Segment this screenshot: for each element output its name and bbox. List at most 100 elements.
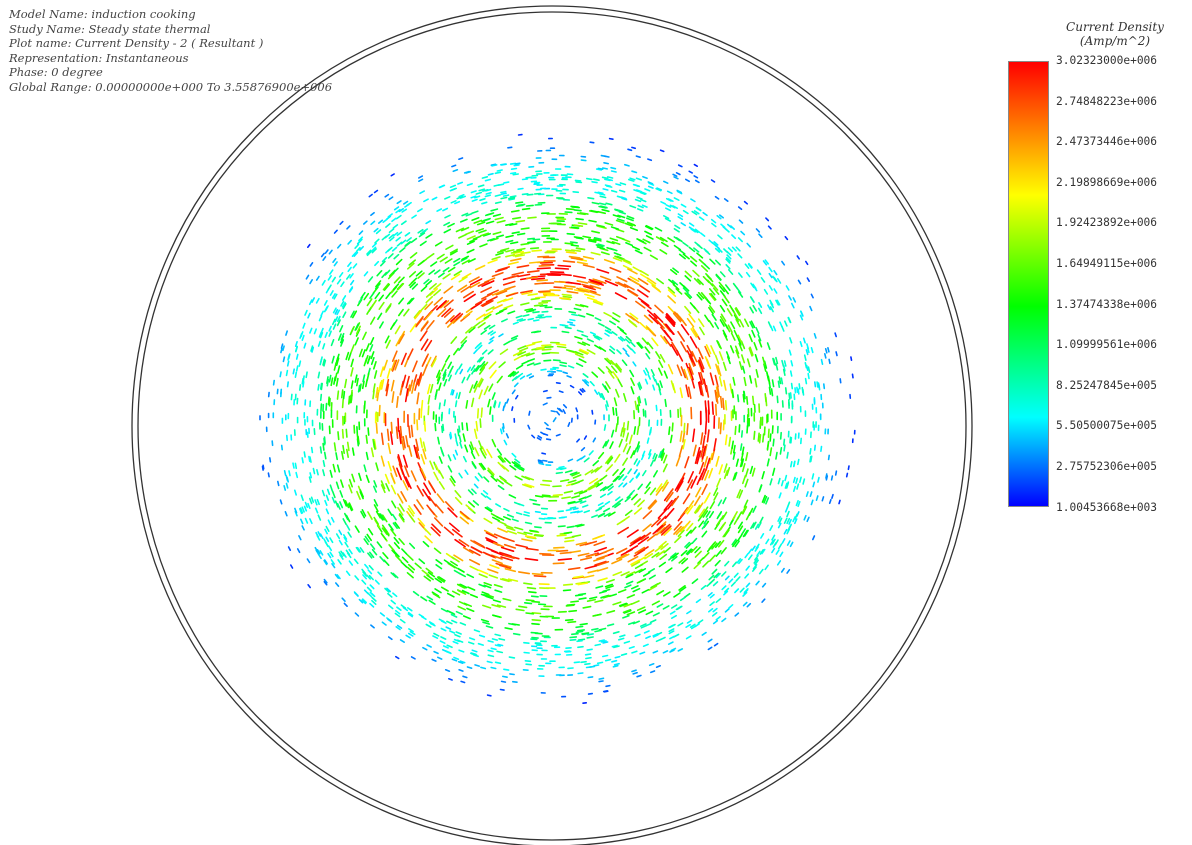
vector-arrow xyxy=(576,212,587,216)
vector-arrow xyxy=(744,573,750,579)
vector-arrow xyxy=(566,232,575,236)
vector-arrow xyxy=(377,571,383,577)
vector-arrow xyxy=(521,291,533,296)
vector-arrow xyxy=(693,495,701,507)
vector-arrow xyxy=(758,301,763,309)
vector-arrow xyxy=(584,564,598,570)
vector-arrow xyxy=(379,612,386,617)
vector-arrow xyxy=(374,260,380,267)
vector-arrow xyxy=(624,338,631,344)
study-name-line: Study Name: Steady state thermal xyxy=(9,21,211,36)
vector-arrow xyxy=(377,219,384,224)
vector-arrow xyxy=(776,560,782,566)
vector-arrow xyxy=(755,326,760,335)
vector-arrow xyxy=(355,377,359,387)
vector-arrow xyxy=(525,352,535,357)
vector-arrow xyxy=(754,554,759,561)
vector-arrow xyxy=(711,401,715,416)
vector-arrow xyxy=(572,575,584,579)
vector-arrow xyxy=(531,622,540,626)
vector-arrow xyxy=(555,433,561,437)
vector-arrow xyxy=(393,253,400,260)
vector-arrow xyxy=(496,516,505,521)
vector-arrow xyxy=(710,179,716,183)
vector-arrow xyxy=(458,194,465,198)
vector-arrow xyxy=(472,500,480,506)
vector-arrow xyxy=(584,662,591,666)
vector-arrow xyxy=(286,476,290,483)
vector-arrow xyxy=(525,176,533,179)
vector-arrow xyxy=(677,622,684,627)
vector-arrow xyxy=(613,645,620,649)
vector-arrow xyxy=(585,553,598,558)
vector-arrow xyxy=(399,618,406,624)
vector-arrow xyxy=(367,427,370,436)
vector-arrow xyxy=(462,290,475,299)
vector-arrow xyxy=(786,517,791,525)
vector-arrow xyxy=(516,318,524,322)
vector-arrow xyxy=(301,334,305,342)
vector-arrow xyxy=(821,496,825,502)
vector-arrow xyxy=(780,479,784,487)
vector-arrow xyxy=(492,304,503,310)
vector-arrow xyxy=(394,554,402,563)
vector-arrow xyxy=(711,542,718,550)
vector-arrow xyxy=(591,627,599,631)
vector-arrow xyxy=(625,312,636,321)
vector-arrow xyxy=(528,375,535,379)
vector-arrow xyxy=(673,176,679,180)
vector-arrow xyxy=(577,314,586,318)
vector-arrow xyxy=(514,526,524,531)
vector-arrow xyxy=(717,499,723,507)
vector-arrow xyxy=(461,422,464,431)
vector-arrow xyxy=(779,431,783,440)
vector-arrow xyxy=(756,550,761,557)
vector-arrow xyxy=(285,330,289,336)
vector-arrow xyxy=(344,499,350,509)
legend-tick-label: 3.02323000e+006 xyxy=(1056,54,1158,67)
vector-arrow xyxy=(284,510,288,517)
vector-arrow xyxy=(504,567,517,573)
vector-arrow xyxy=(303,505,308,512)
vector-arrow xyxy=(732,451,736,460)
vector-arrow xyxy=(737,334,743,344)
vector-arrow xyxy=(392,224,399,229)
vector-arrow xyxy=(570,632,579,636)
vector-arrow xyxy=(371,596,377,602)
vector-arrow xyxy=(294,345,299,353)
vector-arrow xyxy=(470,195,477,199)
vector-arrow xyxy=(500,680,507,683)
vector-arrow xyxy=(470,652,478,657)
vector-arrow xyxy=(408,542,416,550)
vector-arrow xyxy=(606,176,614,179)
vector-arrow xyxy=(342,444,346,455)
vector-arrow xyxy=(715,391,719,404)
vector-arrow xyxy=(504,524,514,529)
vector-arrow xyxy=(366,250,372,257)
vector-arrow xyxy=(455,392,459,399)
vector-arrow xyxy=(416,392,420,405)
vector-arrow xyxy=(387,460,392,472)
vector-arrow xyxy=(459,516,470,525)
vector-arrow xyxy=(733,312,740,321)
vector-arrow xyxy=(346,441,350,452)
vector-arrow xyxy=(693,561,702,570)
vector-arrow xyxy=(703,517,709,525)
vector-arrow xyxy=(369,344,374,352)
vector-arrow xyxy=(648,182,655,186)
vector-arrow xyxy=(341,301,346,308)
vector-arrow xyxy=(731,440,735,450)
vector-arrow xyxy=(630,341,636,348)
vector-arrow xyxy=(388,196,394,201)
vector-arrow xyxy=(735,246,741,252)
vector-arrow xyxy=(758,568,764,575)
vector-arrow xyxy=(317,514,322,521)
vector-arrow xyxy=(754,353,759,363)
vector-arrow xyxy=(490,475,498,482)
vector-arrow xyxy=(723,529,730,538)
vector-arrow xyxy=(406,566,415,574)
vector-arrow xyxy=(643,630,650,634)
vector-arrow xyxy=(521,483,533,489)
vector-arrow xyxy=(503,304,514,310)
vector-arrow xyxy=(689,353,696,367)
